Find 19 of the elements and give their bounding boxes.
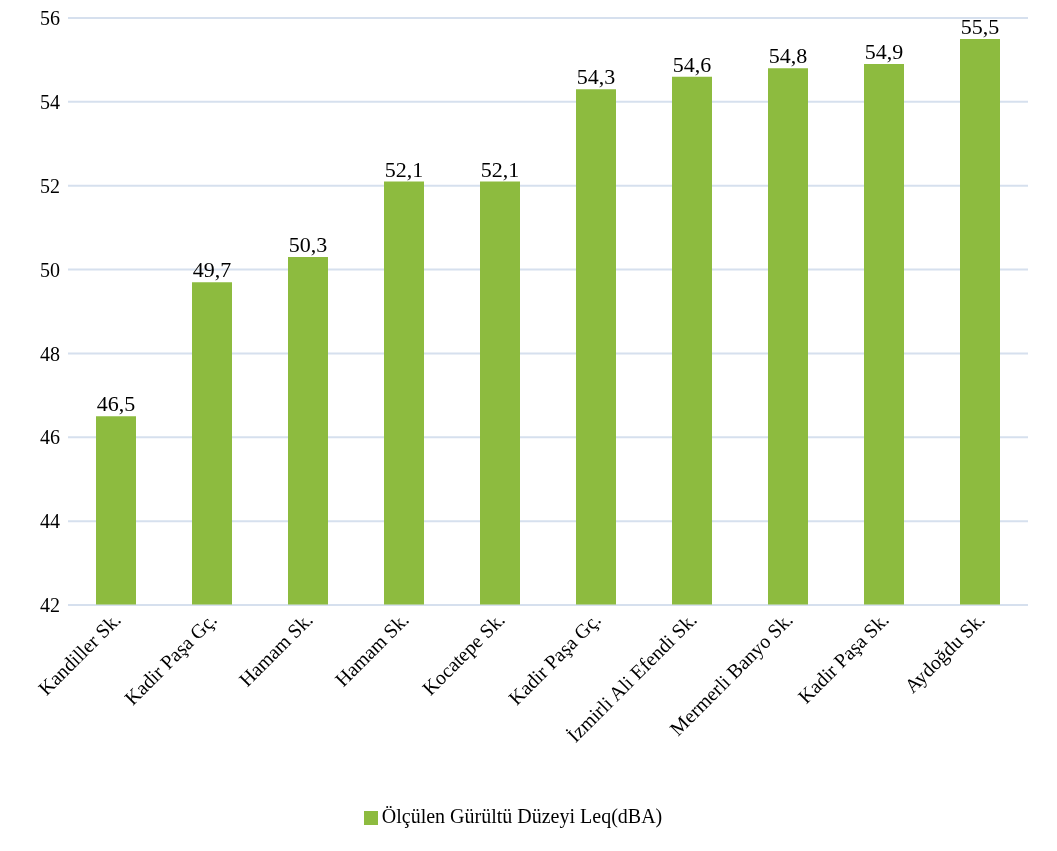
data-label: 52,1 bbox=[384, 156, 424, 182]
data-label: 54,3 bbox=[576, 64, 616, 90]
legend-label: Ölçülen Gürültü Düzeyi Leq(dBA) bbox=[381, 805, 663, 827]
y-tick-label: 56 bbox=[40, 7, 60, 30]
y-tick-label: 50 bbox=[40, 258, 60, 281]
data-label: 55,5 bbox=[960, 13, 1000, 39]
data-label: 52,1 bbox=[480, 156, 520, 182]
data-label: 54,9 bbox=[864, 39, 904, 65]
data-label: 49,7 bbox=[192, 257, 232, 283]
y-tick-label: 44 bbox=[40, 510, 60, 533]
y-tick-label: 48 bbox=[40, 342, 60, 365]
data-label: 54,6 bbox=[672, 51, 712, 77]
y-tick-label: 52 bbox=[40, 174, 60, 197]
data-label: 54,8 bbox=[768, 43, 808, 69]
y-tick-label: 54 bbox=[40, 90, 60, 113]
y-tick-label: 42 bbox=[40, 594, 60, 617]
y-tick-label: 46 bbox=[40, 426, 60, 449]
data-label: 46,5 bbox=[96, 391, 136, 417]
data-label: 50,3 bbox=[288, 231, 328, 257]
